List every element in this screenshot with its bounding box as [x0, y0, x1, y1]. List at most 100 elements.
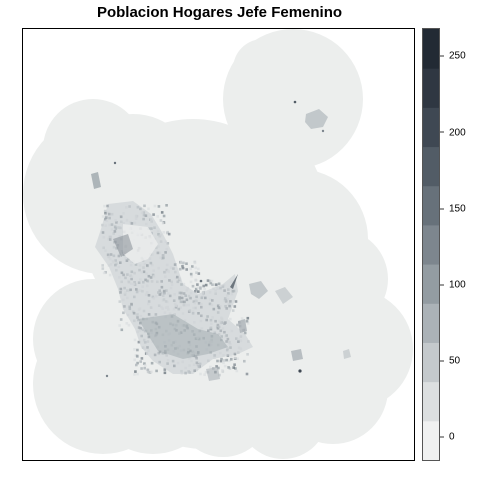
- hexbin-cell: [134, 370, 137, 373]
- hexbin-cell: [191, 265, 194, 268]
- hexbin-cell: [209, 365, 212, 369]
- hexbin-cell: [136, 348, 139, 352]
- hexbin-cell: [240, 317, 244, 320]
- hexbin-cell: [101, 215, 105, 218]
- hexbin-cell: [179, 260, 183, 264]
- hexbin-cell: [223, 359, 226, 362]
- hexbin-cell: [127, 323, 131, 327]
- hexbin-cell: [167, 232, 171, 236]
- hexbin-cell: [197, 290, 200, 293]
- hexbin-cell: [143, 362, 146, 365]
- hexbin-cell: [119, 318, 123, 321]
- hexbin-cell: [221, 369, 224, 372]
- hexbin-cell: [182, 282, 186, 286]
- hexbin-cell: [246, 353, 249, 356]
- hexbin-cell: [181, 266, 185, 270]
- hexbin-cell: [189, 267, 192, 271]
- hexbin-cell: [193, 261, 197, 265]
- hexbin-cell: [209, 281, 213, 285]
- hexbin-cell: [162, 214, 166, 218]
- hexbin-cell: [162, 231, 166, 234]
- hexbin-cell: [103, 204, 106, 208]
- hexbin-cell: [150, 370, 153, 374]
- hexbin-cell: [139, 360, 142, 363]
- hexbin-cell: [230, 358, 233, 361]
- hexbin-cell: [246, 322, 250, 325]
- hexbin-cell: [101, 264, 104, 267]
- hexbin-cell: [143, 366, 146, 370]
- hexbin-cell: [236, 357, 239, 361]
- hexbin-cell: [140, 357, 144, 360]
- hexbin-cell: [194, 279, 198, 282]
- hexbin-cell: [234, 300, 238, 303]
- hexbin-cell: [210, 279, 214, 283]
- hexbin-cell: [229, 317, 232, 321]
- hexbin-cell: [161, 221, 165, 225]
- hexbin-cell: [194, 290, 197, 293]
- hexbin-cell: [143, 204, 146, 208]
- hexbin-cell: [216, 359, 219, 363]
- hexbin-cell: [159, 219, 163, 222]
- chart-title: Poblacion Hogares Jefe Femenino: [96, 4, 343, 21]
- hexbin-cell: [245, 372, 249, 376]
- hexbin-cell: [203, 373, 206, 376]
- hexbin-cell: [133, 373, 136, 376]
- hexbin-cell: [233, 356, 237, 360]
- hexbin-cell: [157, 205, 161, 208]
- hexbin-cell: [133, 338, 137, 342]
- legend-swatch: [423, 29, 439, 69]
- hexbin-cell: [153, 204, 157, 208]
- hexbin-cell: [204, 283, 208, 287]
- legend-swatch: [423, 420, 439, 460]
- hexbin-cell: [135, 363, 138, 367]
- hexbin-cell: [156, 215, 159, 218]
- hexbin-cell: [185, 268, 188, 271]
- hexbin-cell: [146, 370, 150, 374]
- legend-tick-label: 100: [440, 279, 466, 290]
- hexbin-cell: [181, 265, 184, 268]
- hexbin-cell: [134, 354, 138, 357]
- hexbin-cell: [163, 371, 167, 375]
- hexbin-cell: [146, 368, 150, 372]
- hexbin-cell: [196, 286, 200, 289]
- hexbin-cell: [204, 370, 208, 374]
- hexbin-cell: [104, 271, 107, 274]
- hexbin-cell: [246, 316, 250, 320]
- legend-swatch: [423, 224, 439, 265]
- hexbin-cell: [194, 287, 198, 291]
- hexbin-cell: [214, 283, 218, 286]
- hexbin-cell: [195, 271, 198, 274]
- hexbin-cell: [230, 355, 233, 358]
- hexbin-cell: [165, 204, 168, 207]
- hexbin-cell: [125, 322, 129, 325]
- hexbin-cell: [155, 369, 158, 373]
- hexbin-cell: [163, 368, 167, 371]
- hexbin-cell: [215, 285, 218, 288]
- hexbin-cell: [118, 324, 121, 327]
- legend-swatch: [423, 381, 439, 422]
- hexbin-cell: [202, 284, 205, 288]
- hexbin-cell: [150, 361, 154, 365]
- hexbin-cell: [211, 283, 214, 286]
- hexbin-cell: [219, 359, 223, 363]
- legend-swatch: [423, 264, 439, 304]
- hexbin-cell: [245, 319, 249, 323]
- legend-tick-label: 0: [440, 432, 455, 443]
- hexbin-cell: [223, 364, 227, 368]
- hexbin-cell: [191, 284, 195, 288]
- hexbin-cell: [218, 373, 221, 377]
- map-panel: [22, 28, 415, 461]
- hexbin-cell: [118, 300, 122, 303]
- map-canvas: [23, 29, 413, 459]
- hexbin-cell: [194, 266, 197, 270]
- hexbin-cell: [243, 331, 247, 335]
- hexbin-cell: [133, 358, 136, 362]
- legend-tick-label: 50: [440, 356, 460, 367]
- hexbin-cell: [136, 372, 139, 376]
- hexbin-cell: [136, 361, 139, 365]
- hexbin-cell: [196, 283, 199, 286]
- hexbin-cell: [233, 363, 236, 366]
- hexbin-cell: [147, 207, 150, 211]
- coverage-area: [23, 29, 413, 459]
- hexbin-cell: [166, 231, 169, 235]
